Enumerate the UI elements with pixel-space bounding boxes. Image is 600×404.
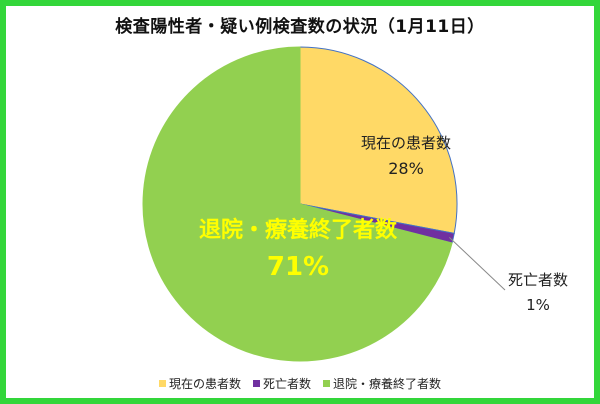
slice-percent-current-patients: 28% [388, 159, 424, 178]
slice-percent-deaths: 1% [526, 296, 550, 314]
slice-label-current-patients: 現在の患者数 [361, 134, 451, 152]
legend-swatch-current-patients [158, 380, 166, 387]
slice-label-deaths: 死亡者数 [508, 271, 568, 289]
slice-percent-recovered: 71% [267, 252, 329, 282]
legend-label-deaths: 死亡者数 [262, 377, 311, 391]
chart-legend: 現在の患者数 死亡者数 退院・療養終了者数 [0, 375, 600, 392]
chart-title: 検査陽性者・疑い例検査数の状況（1月11日） [115, 17, 485, 37]
legend-swatch-deaths [252, 380, 260, 387]
pie-slice-current-patients [299, 46, 458, 235]
slice-label-recovered: 退院・療養終了者数 [199, 217, 398, 243]
legend-item-current-patients: 現在の患者数 [158, 375, 241, 392]
legend-item-deaths: 死亡者数 [252, 375, 311, 392]
leader-line-deaths [448, 237, 506, 291]
legend-item-recovered: 退院・療養終了者数 [323, 375, 441, 392]
legend-swatch-recovered [323, 380, 330, 387]
legend-label-recovered: 退院・療養終了者数 [333, 377, 442, 391]
legend-label-current-patients: 現在の患者数 [168, 377, 241, 391]
pie-slice-recovered [142, 46, 453, 362]
